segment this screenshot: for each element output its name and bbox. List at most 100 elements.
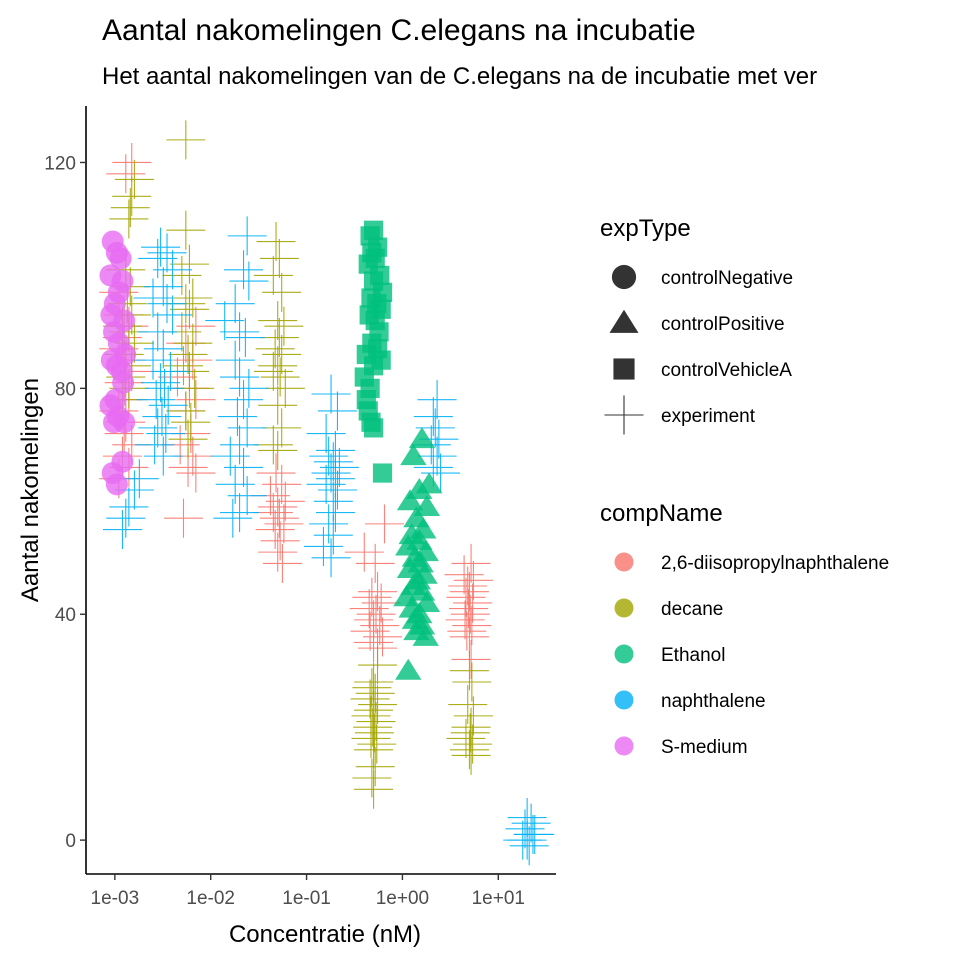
data-point (150, 351, 190, 391)
data-point (448, 685, 488, 725)
legend-exptype-title: expType (600, 215, 691, 242)
data-point (229, 261, 269, 301)
data-point (259, 318, 299, 358)
data-point (354, 713, 394, 753)
data-point (356, 594, 396, 634)
data-point (452, 662, 492, 702)
data-point (220, 357, 260, 397)
data-point (344, 532, 384, 572)
data-point (253, 255, 293, 295)
legend-label-decane: decane (661, 599, 723, 620)
data-point (451, 639, 491, 679)
data-point (138, 408, 178, 448)
data-point (253, 351, 293, 391)
legend-label-naphthalene: naphthalene (661, 691, 766, 712)
data-point (258, 487, 298, 527)
data-point (229, 368, 269, 408)
data-point (258, 385, 298, 425)
data-point (109, 487, 149, 527)
data-point (141, 227, 181, 267)
data-point (450, 713, 490, 753)
chart-title: Aantal nakomelingen C.elegans na incubat… (102, 14, 696, 47)
data-point (147, 233, 187, 273)
data-point (449, 730, 489, 770)
data-point (315, 493, 355, 533)
data-point (255, 329, 295, 369)
data-points (99, 120, 555, 866)
data-point (112, 142, 152, 182)
data-point (166, 210, 206, 250)
data-point (265, 481, 305, 521)
data-point (448, 566, 488, 606)
data-point (260, 521, 300, 561)
data-point (135, 425, 175, 465)
data-point (413, 494, 441, 516)
data-point (396, 489, 424, 511)
data-point (220, 425, 260, 465)
data-point (515, 814, 555, 854)
data-point (168, 334, 208, 374)
data-point (173, 323, 213, 363)
data-point (253, 425, 293, 465)
chart-subtitle: Het aantal nakomelingen van de C.elegans… (102, 63, 817, 90)
data-point (355, 747, 395, 787)
data-point (262, 334, 302, 374)
data-point (358, 685, 398, 725)
data-point (262, 543, 302, 583)
data-point (357, 724, 397, 764)
legend-label-S-medium: S-medium (661, 737, 748, 758)
data-point (451, 735, 491, 775)
data-point (259, 498, 299, 538)
data-point (449, 651, 489, 691)
data-point (444, 555, 484, 595)
data-point (227, 408, 267, 448)
data-point (449, 617, 489, 657)
data-point (147, 284, 187, 324)
data-point (227, 216, 267, 256)
legend-swatch-decane (614, 598, 634, 618)
x-tick-label: 1e+01 (472, 888, 525, 909)
data-point (309, 504, 349, 544)
data-point (143, 329, 183, 369)
data-point (145, 368, 185, 408)
data-point (162, 255, 202, 295)
data-point (258, 430, 298, 470)
data-point (349, 589, 389, 629)
data-point (163, 498, 203, 538)
data-point (452, 606, 492, 646)
data-point (148, 385, 188, 425)
data-point (446, 577, 486, 617)
data-point (133, 340, 173, 380)
data-point (106, 154, 146, 194)
data-point (265, 368, 305, 408)
data-point (350, 611, 390, 651)
data-point (446, 718, 486, 758)
data-point (264, 504, 304, 544)
legend-key-controlNegative (611, 264, 637, 290)
x-tick-label: 1e-02 (186, 888, 235, 909)
data-point (146, 414, 186, 454)
data-point (260, 357, 300, 397)
data-point (408, 427, 436, 449)
legend-swatch-S-medium (614, 736, 634, 756)
legend-label-controlVehicleA: controlVehicleA (661, 360, 792, 381)
data-point (313, 442, 353, 482)
data-point (255, 510, 295, 550)
data-point (258, 301, 298, 341)
data-point (352, 668, 392, 708)
data-point (133, 278, 173, 318)
data-point (173, 278, 213, 318)
y-axis-ticks: 0 40 80 120 (44, 153, 86, 852)
data-point (417, 436, 457, 476)
data-point (262, 408, 302, 448)
data-point (354, 690, 394, 730)
data-point (453, 696, 493, 736)
data-point (445, 600, 485, 640)
data-point (256, 222, 296, 262)
data-point (153, 295, 193, 335)
data-point (262, 272, 302, 312)
data-point (114, 159, 154, 199)
data-point (313, 481, 353, 521)
data-point (306, 414, 346, 454)
y-axis-title: Aantal nakomelingen (17, 378, 44, 602)
